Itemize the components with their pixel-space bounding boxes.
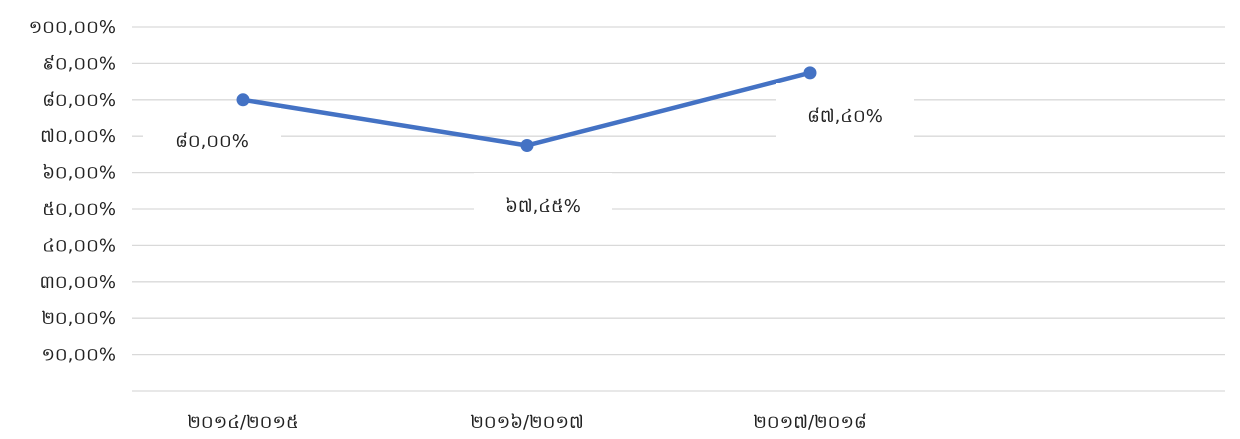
series-layer xyxy=(236,66,817,152)
y-tick-label: ៥០,០០% xyxy=(42,199,116,220)
data-point xyxy=(236,93,250,107)
y-axis-tick-labels: ១០០,០០% ៩០,០០% ៨០,០០% ៧០,០០% ៦០,០០% ៥០,០០% ៤០,… xyxy=(29,17,116,366)
data-point xyxy=(520,138,534,152)
y-tick-label: ២០,០០% xyxy=(41,308,116,329)
y-tick-label: ៤០,០០% xyxy=(42,235,116,256)
x-tick-label: ២០១៤/២០១៥ xyxy=(187,412,299,433)
data-labels: ៨០,០០% ៦៧,៤៥% ៨៧,៤០% xyxy=(143,83,914,237)
y-tick-label: ៩០,០០% xyxy=(42,53,116,74)
y-tick-label: ១០០,០០% xyxy=(29,17,116,38)
y-tick-label: ៧០,០០% xyxy=(40,126,116,147)
series-line xyxy=(240,70,813,148)
x-axis-tick-labels: ២០១៤/២០១៥ ២០១៦/២០១៧ ២០១៧/២០១៨ xyxy=(187,412,867,433)
data-point xyxy=(803,66,817,80)
data-label: ៨៧,៤០% xyxy=(807,106,883,127)
data-label-background xyxy=(143,108,281,172)
y-tick-label: ៨០,០០% xyxy=(42,90,116,111)
y-tick-label: ៣០,០០% xyxy=(40,272,116,293)
data-label-background xyxy=(776,83,914,147)
y-tick-label: ១០,០០% xyxy=(41,345,116,366)
data-label: ៦៧,៤៥% xyxy=(505,196,581,217)
x-tick-label: ២០១៧/២០១៨ xyxy=(753,412,867,433)
data-label-background xyxy=(474,173,612,237)
x-tick-label: ២០១៦/២០១៧ xyxy=(470,412,584,433)
gridlines xyxy=(132,26,1225,392)
y-tick-label: ៦០,០០% xyxy=(42,163,116,184)
data-label: ៨០,០០% xyxy=(175,131,249,152)
